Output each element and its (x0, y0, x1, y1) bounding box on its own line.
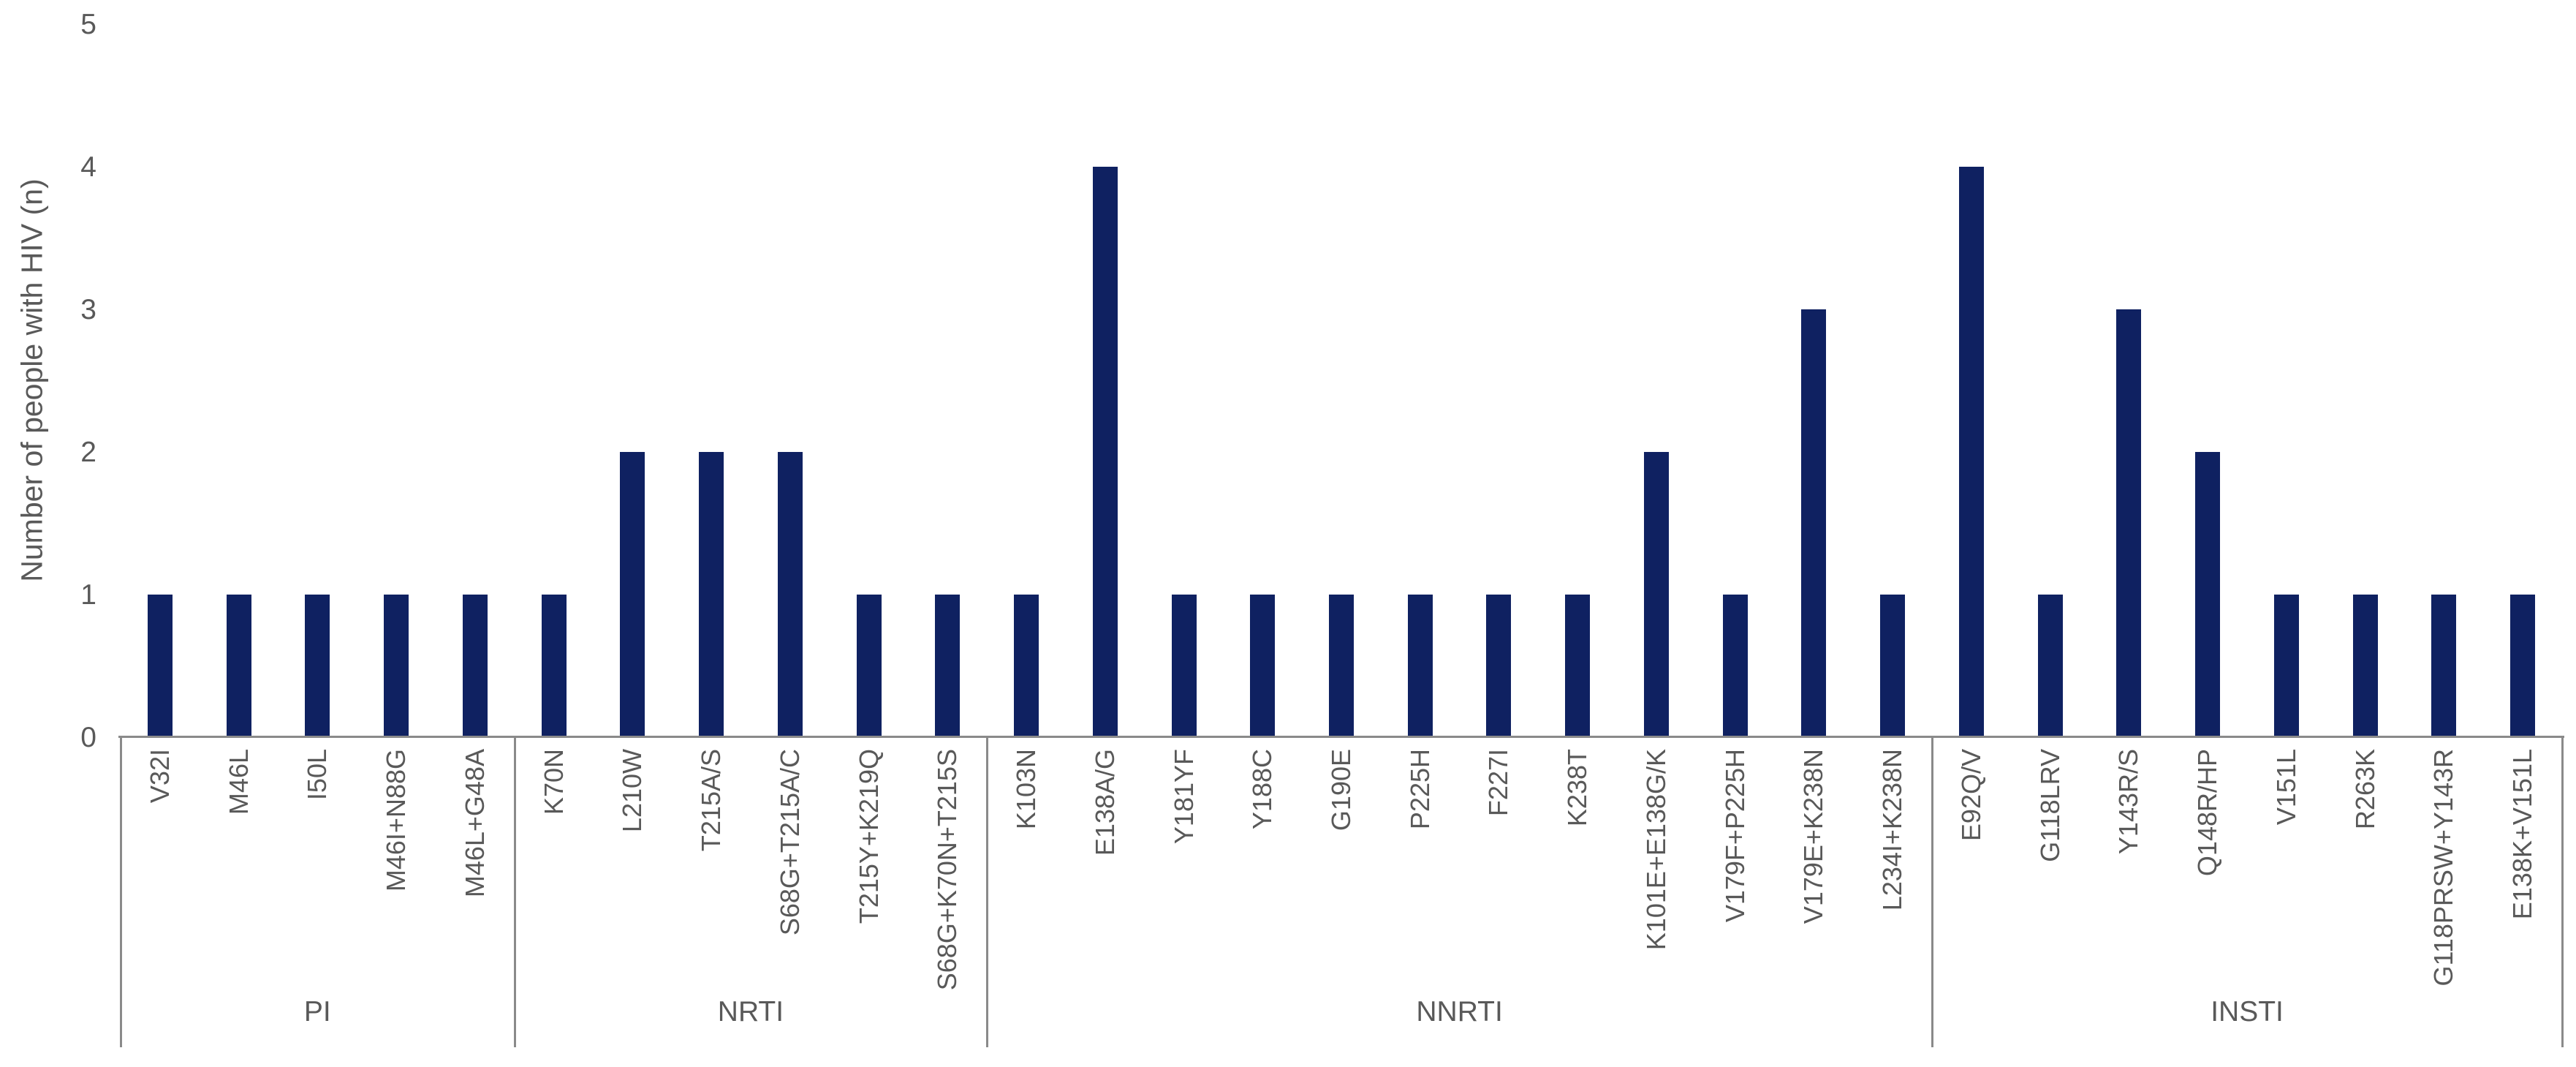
bar (226, 595, 251, 737)
x-axis-label: K70N (538, 749, 569, 815)
bar (384, 595, 409, 737)
x-axis-label: G118LRV (2034, 749, 2065, 862)
x-axis-label: G190E (1326, 749, 1357, 832)
x-axis-label: M46L (223, 749, 254, 815)
bar (2352, 595, 2378, 737)
group-label: INSTI (2211, 996, 2284, 1028)
x-axis-label: G118PRSW+Y143R (2428, 749, 2459, 987)
bar (305, 595, 330, 737)
group-label: PI (303, 996, 331, 1028)
x-axis-label: I50L (302, 749, 333, 801)
y-tick-label: 1 (80, 579, 96, 611)
bar (935, 595, 961, 737)
bar (2431, 595, 2457, 737)
x-axis-label: Y188C (1247, 749, 1278, 830)
bar (2037, 595, 2063, 737)
x-axis-label: T215Y+K219Q (853, 749, 884, 924)
group-divider (2561, 737, 2564, 1047)
bar (147, 595, 173, 737)
y-tick-label: 5 (80, 9, 96, 40)
bar (1880, 595, 1906, 737)
bar (1407, 595, 1433, 737)
y-axis-title: Number of people with HIV (n) (15, 178, 49, 582)
bar (1958, 167, 1984, 737)
y-tick-label: 0 (80, 722, 96, 753)
bar (856, 595, 882, 737)
x-axis-label: Y143R/S (2113, 749, 2144, 855)
x-axis-label: L234I+K238N (1877, 749, 1908, 911)
x-axis-label: F227I (1483, 749, 1514, 817)
x-axis-label: E92Q/V (1956, 749, 1987, 842)
x-axis-label: V32I (145, 749, 175, 804)
group-divider (120, 737, 122, 1047)
bar (1014, 595, 1039, 737)
bar (1801, 309, 1827, 737)
x-axis-label: T215A/S (696, 749, 727, 852)
bar (2116, 309, 2142, 737)
x-axis-label: S68G+K70N+T215S (932, 749, 963, 991)
bar (2510, 595, 2536, 737)
bar (620, 452, 645, 737)
x-axis-label: K101E+E138G/K (1641, 749, 1672, 951)
x-axis-label: K103N (1011, 749, 1042, 830)
group-label: NNRTI (1416, 996, 1503, 1028)
x-axis-label: M46I+N88G (381, 749, 412, 892)
bar (462, 595, 488, 737)
group-label: NRTI (717, 996, 784, 1028)
x-axis-label: V179F+P225H (1719, 749, 1750, 923)
x-axis-label: Q148R/HP (2192, 749, 2223, 877)
bar (1486, 595, 1512, 737)
bar (1565, 595, 1591, 737)
x-axis-label: L210W (617, 749, 648, 833)
bar (1092, 167, 1118, 737)
bar (1643, 452, 1669, 737)
group-divider (513, 737, 516, 1047)
x-axis-label: K238T (1562, 749, 1593, 827)
x-axis-label: E138K+V151L (2507, 749, 2538, 920)
x-axis-label: S68G+T215A/C (775, 749, 805, 936)
y-tick-label: 3 (80, 294, 96, 325)
x-axis-label: Y181YF (1168, 749, 1199, 845)
bar (1250, 595, 1276, 737)
y-tick-label: 4 (80, 151, 96, 183)
bar (1329, 595, 1354, 737)
x-axis-label: E138A/G (1089, 749, 1120, 856)
x-axis-label: M46L+G48A (460, 749, 490, 898)
y-tick-label: 2 (80, 437, 96, 468)
bar (2195, 452, 2221, 737)
x-axis-line (118, 736, 2564, 738)
bar (1722, 595, 1748, 737)
x-axis-label: V151L (2271, 749, 2302, 826)
bar (2273, 595, 2299, 737)
x-axis-label: V179E+K238N (1798, 749, 1829, 924)
x-axis-label: P225H (1404, 749, 1435, 830)
group-divider (986, 737, 989, 1047)
group-divider (1931, 737, 1934, 1047)
bar (699, 452, 724, 737)
x-axis-label: R263K (2349, 749, 2380, 830)
bar (777, 452, 803, 737)
bar (1171, 595, 1197, 737)
bar (541, 595, 567, 737)
